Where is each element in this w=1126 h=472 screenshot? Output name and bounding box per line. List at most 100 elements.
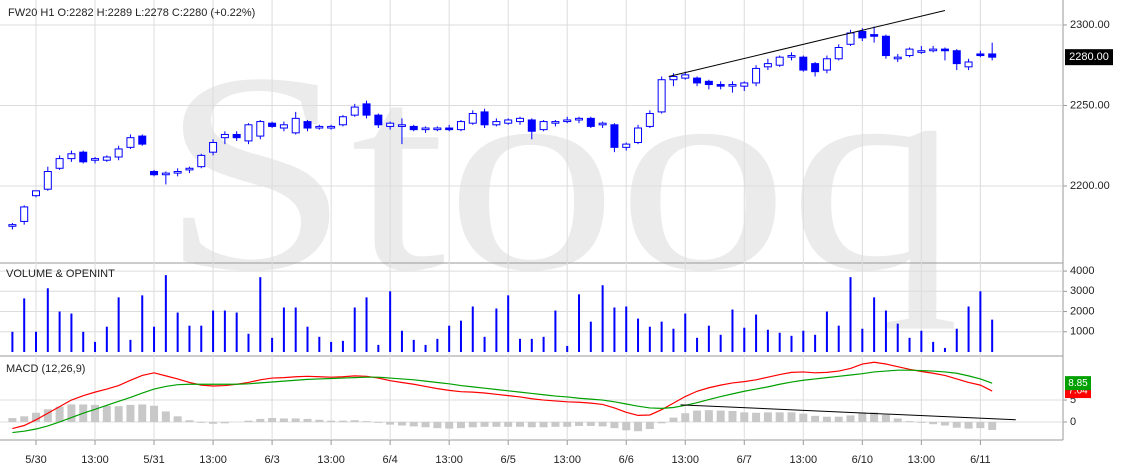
volume-bar	[459, 320, 462, 352]
macd-histogram-bar	[598, 421, 607, 427]
volume-bar	[117, 297, 120, 352]
volume-bar	[979, 291, 982, 352]
macd-histogram-bar	[445, 421, 454, 429]
panel-title: MACD (12,26,9)	[6, 363, 85, 375]
x-tick-label: 6/5	[501, 454, 516, 466]
candle-body	[209, 142, 218, 153]
volume-bar	[908, 337, 911, 352]
candle-body	[728, 84, 737, 87]
volume-bar	[731, 309, 734, 352]
macd-histogram-bar	[43, 409, 52, 422]
volume-bar	[825, 311, 828, 352]
candle-body	[917, 50, 926, 53]
candle-body	[870, 34, 879, 37]
volume-bar	[318, 336, 321, 352]
candle-body	[940, 48, 949, 52]
candle-body	[575, 117, 584, 121]
candle-body	[905, 48, 914, 57]
macd-histogram-bar	[456, 421, 465, 429]
macd-histogram-bar	[988, 421, 997, 430]
macd-histogram-bar	[634, 421, 643, 432]
candle-body	[185, 167, 194, 171]
candle-body	[634, 127, 643, 144]
chart-title: FW20 H1 O:2282 H:2289 L:2278 C:2280 (+0.…	[8, 7, 255, 19]
macd-histogram-bar	[716, 410, 725, 422]
candle-body	[374, 114, 383, 126]
macd-histogram-bar	[728, 411, 737, 422]
candle-body	[268, 122, 277, 127]
volume-bar	[601, 285, 604, 352]
candle-body	[693, 77, 702, 84]
candle-body	[976, 53, 985, 57]
macd-histogram-bar	[327, 420, 336, 422]
candle-body	[669, 75, 678, 81]
macd-histogram-bar	[268, 418, 277, 422]
candle-body	[763, 63, 772, 68]
volume-bar	[778, 332, 781, 352]
candle-body	[114, 148, 123, 158]
macd-histogram-bar	[811, 415, 820, 422]
macd-line	[12, 361, 993, 430]
macd-histogram-bar	[138, 404, 147, 422]
candle-body	[197, 154, 206, 168]
x-tick-label: 13:00	[317, 454, 345, 466]
macd-histogram-bar	[67, 404, 76, 422]
volume-bar	[884, 310, 887, 352]
candle-body	[799, 56, 808, 71]
macd-histogram-bar	[693, 410, 702, 422]
y-tick-label: 3000	[1070, 285, 1094, 297]
candle-body	[445, 127, 454, 131]
macd-histogram-bar	[492, 421, 501, 427]
candle-body	[79, 151, 88, 163]
last-value-label: 7.04	[1068, 386, 1088, 397]
candle-body	[504, 119, 513, 124]
candle-body	[988, 53, 997, 58]
x-tick-label: 6/10	[852, 454, 873, 466]
macd-histogram-bar	[515, 421, 524, 427]
volume-bar	[637, 318, 640, 352]
volume-bar	[648, 326, 651, 352]
candle-body	[787, 55, 796, 58]
volume-bar	[141, 295, 144, 352]
macd-histogram-bar	[858, 412, 867, 422]
candle-body	[386, 122, 395, 127]
volume-bar	[495, 308, 498, 352]
volume-bar	[566, 345, 569, 352]
macd-histogram-bar	[563, 421, 572, 427]
macd-histogram-bar	[834, 416, 843, 422]
volume-bar	[554, 310, 557, 352]
volume-bar	[94, 341, 97, 352]
x-tick-label: 6/3	[264, 454, 279, 466]
volume-bar	[755, 314, 758, 352]
macd-histogram-bar	[657, 421, 666, 424]
volume-bar	[259, 277, 262, 352]
volume-bar	[35, 331, 38, 352]
x-tick-label: 13:00	[435, 454, 463, 466]
volume-bar	[920, 330, 923, 352]
candle-body	[657, 79, 666, 113]
candle-body	[303, 121, 312, 129]
candle-body	[291, 117, 300, 134]
volume-bar	[896, 323, 899, 352]
x-tick-label: 13:00	[790, 454, 818, 466]
volume-bar	[330, 341, 333, 352]
candle-body	[775, 56, 784, 66]
macd-histogram-bar	[374, 421, 383, 423]
macd-histogram-bar	[433, 421, 442, 429]
macd-histogram-bar	[822, 416, 831, 422]
macd-histogram-bar	[315, 419, 324, 422]
macd-histogram-bar	[20, 416, 29, 422]
x-tick-label: 13:00	[671, 454, 699, 466]
candle-body	[67, 153, 76, 160]
candle-body	[929, 48, 938, 52]
candle-body	[952, 50, 961, 65]
volume-bar	[424, 344, 427, 352]
volume-bar	[943, 347, 946, 352]
candle-body	[126, 137, 135, 148]
volume-bar	[613, 307, 616, 352]
candle-body	[102, 156, 111, 161]
macd-histogram-bar	[551, 421, 560, 427]
volume-bar	[707, 325, 710, 352]
candle-body	[161, 172, 170, 176]
